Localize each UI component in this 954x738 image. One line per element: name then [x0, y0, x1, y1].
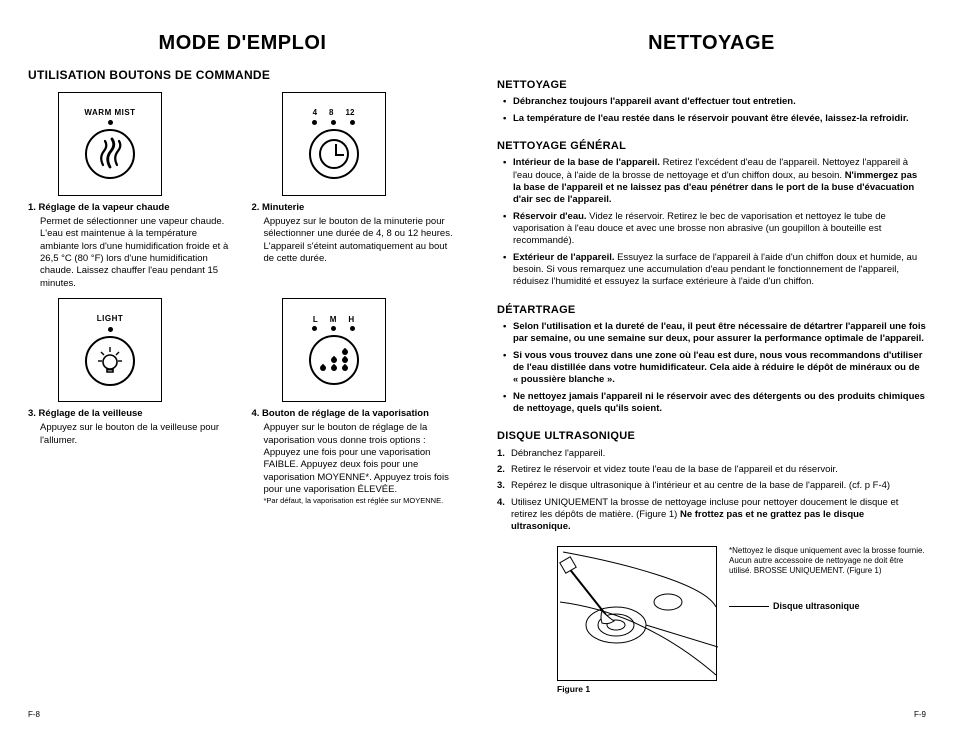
c2-title: 2. Minuterie — [252, 202, 458, 214]
control-timer: 4 8 12 2. Minuterie Appuyez sur le bouto… — [252, 92, 458, 290]
figure-1 — [557, 546, 717, 681]
timer-4: 4 — [313, 108, 317, 118]
figure-note: *Nettoyez le disque uniquement avec la b… — [729, 546, 926, 576]
s3-h: DÉTARTRAGE — [497, 303, 926, 317]
s2-b3: Extérieur de l'appareil. Essuyez la surf… — [503, 252, 926, 289]
light-box: LIGHT — [58, 298, 162, 402]
clock-icon — [309, 129, 359, 179]
right-page: NETTOYAGE NETTOYAGE Débranchez toujours … — [497, 30, 926, 720]
s3-list: Selon l'utilisation et la dureté de l'ea… — [497, 321, 926, 419]
mist-labels: L M H — [313, 315, 354, 325]
control-warm-mist: WARM MIST 1. Réglage de la vapeur chaude… — [28, 92, 234, 290]
c4-text: Appuyer sur le bouton de réglage de la v… — [252, 422, 458, 496]
warm-mist-label: WARM MIST — [84, 108, 135, 118]
c3-title: 3. Réglage de la veilleuse — [28, 408, 234, 420]
timer-box: 4 8 12 — [282, 92, 386, 196]
right-title: NETTOYAGE — [497, 30, 926, 56]
mist-dots — [312, 326, 355, 331]
s1-h: NETTOYAGE — [497, 78, 926, 92]
s4-list: Débranchez l'appareil. Retirez le réserv… — [497, 448, 926, 538]
page-spread: MODE D'EMPLOI UTILISATION BOUTONS DE COM… — [28, 30, 926, 720]
right-footer: F-9 — [497, 710, 926, 720]
s4-n3: Repérez le disque ultrasonique à l'intér… — [497, 480, 926, 492]
left-page: MODE D'EMPLOI UTILISATION BOUTONS DE COM… — [28, 30, 457, 720]
control-mist-level: L M H 4. Bouton de r — [252, 298, 458, 506]
s4-n1: Débranchez l'appareil. — [497, 448, 926, 460]
s2-list: Intérieur de la base de l'appareil. Reti… — [497, 157, 926, 292]
steam-icon — [85, 129, 135, 179]
s1-b1: Débranchez toujours l'appareil avant d'e… — [503, 96, 926, 108]
mist-m: M — [330, 315, 337, 325]
right-page-num: F-9 — [914, 710, 926, 720]
timer-8: 8 — [329, 108, 333, 118]
timer-dots — [312, 120, 355, 125]
s3-b3: Ne nettoyez jamais l'appareil ni le rése… — [503, 391, 926, 416]
s4-n4: Utilisez UNIQUEMENT la brosse de nettoya… — [497, 497, 926, 534]
bulb-icon — [85, 336, 135, 386]
c4-fine: *Par défaut, la vaporisation est réglée … — [252, 496, 458, 505]
indicator-dot — [108, 327, 113, 332]
control-light: LIGHT — [28, 298, 234, 506]
s2-b2: Réservoir d'eau. Videz le réservoir. Ret… — [503, 211, 926, 248]
s1-b2: La température de l'eau restée dans le r… — [503, 113, 926, 125]
left-footer: F-8 — [28, 710, 457, 720]
figure-container: Figure 1 — [557, 546, 717, 695]
left-title: MODE D'EMPLOI — [28, 30, 457, 56]
c3-text: Appuyez sur le bouton de la veilleuse po… — [28, 422, 234, 447]
timer-12: 12 — [346, 108, 355, 118]
left-subtitle: UTILISATION BOUTONS DE COMMANDE — [28, 68, 457, 84]
droplet-icon — [309, 335, 359, 385]
timer-labels: 4 8 12 — [313, 108, 355, 118]
s3-b2: Si vous vous trouvez dans une zone où l'… — [503, 350, 926, 387]
figure-pointer: Disque ultrasonique — [729, 600, 926, 613]
c2-text: Appuyez sur le bouton de la minuterie po… — [252, 216, 458, 265]
warm-mist-box: WARM MIST — [58, 92, 162, 196]
mist-h: H — [348, 315, 354, 325]
s2-h: NETTOYAGE GÉNÉRAL — [497, 139, 926, 153]
s1-list: Débranchez toujours l'appareil avant d'e… — [497, 96, 926, 129]
indicator-dot — [108, 120, 113, 125]
light-label: LIGHT — [97, 314, 124, 324]
figure-caption: Figure 1 — [557, 684, 717, 695]
c1-text: Permet de sélectionner une vapeur chaude… — [28, 216, 234, 290]
mist-box: L M H — [282, 298, 386, 402]
s4-h: DISQUE ULTRASONIQUE — [497, 429, 926, 443]
s3-b1: Selon l'utilisation et la dureté de l'ea… — [503, 321, 926, 346]
mist-l: L — [313, 315, 318, 325]
c4-title: 4. Bouton de réglage de la vaporisation — [252, 408, 458, 420]
s2-b1: Intérieur de la base de l'appareil. Reti… — [503, 157, 926, 206]
left-page-num: F-8 — [28, 710, 40, 720]
figure-block: Figure 1 *Nettoyez le disque uniquement … — [557, 546, 926, 695]
figure-side: *Nettoyez le disque uniquement avec la b… — [729, 546, 926, 613]
figure-label: Disque ultrasonique — [773, 601, 860, 611]
c1-title: 1. Réglage de la vapeur chaude — [28, 202, 234, 214]
s4-n2: Retirez le réservoir et videz toute l'ea… — [497, 464, 926, 476]
controls-grid: WARM MIST 1. Réglage de la vapeur chaude… — [28, 92, 457, 506]
